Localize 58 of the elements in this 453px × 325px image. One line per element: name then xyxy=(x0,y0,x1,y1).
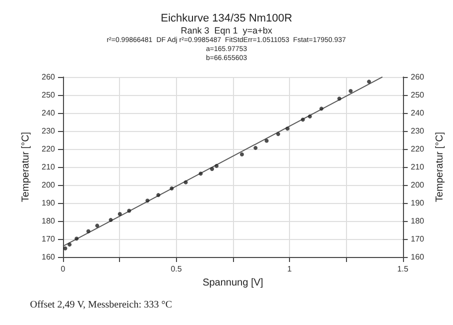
y-tick-label: 170 xyxy=(42,234,56,244)
y2-tick-label: 230 xyxy=(410,126,425,136)
chart-title: Eichkurve 134/35 Nm100R xyxy=(160,12,292,24)
point xyxy=(276,132,280,136)
point xyxy=(118,212,122,216)
y2-tick-label: 160 xyxy=(410,252,425,262)
y-tick-label: 180 xyxy=(42,216,56,226)
y-tick-label: 220 xyxy=(42,144,56,154)
point xyxy=(127,208,132,213)
point xyxy=(86,229,90,234)
point xyxy=(319,106,324,111)
point xyxy=(184,180,188,184)
y2-tick-label: 240 xyxy=(410,108,425,118)
x-tick-label: 0 xyxy=(60,264,66,274)
y-tick-label: 230 xyxy=(42,126,56,136)
y2-tick-label: 170 xyxy=(410,234,425,244)
y2-tick-label: 180 xyxy=(410,216,425,226)
y2-axis-title: Temperatur [°C] xyxy=(434,132,446,202)
point xyxy=(214,164,219,168)
y-tick-label: 210 xyxy=(42,162,56,172)
point xyxy=(145,198,150,203)
point xyxy=(348,89,353,94)
y-tick-label: 190 xyxy=(42,198,56,208)
point xyxy=(74,236,79,241)
y-tick-label: 260 xyxy=(42,72,56,82)
y2-tick-label: 260 xyxy=(410,72,425,82)
y2-tick-label: 190 xyxy=(410,198,425,208)
point xyxy=(367,80,372,84)
chart-subtitle: Rank 3 Eqn 1 y=a+bx xyxy=(180,26,273,36)
point xyxy=(170,186,174,190)
point xyxy=(198,172,203,176)
x-tick-label: 1 xyxy=(287,264,292,274)
y2-tick-label: 210 xyxy=(410,162,425,172)
point xyxy=(108,218,113,222)
point xyxy=(240,152,244,156)
x-tick-label: 1.5 xyxy=(397,264,409,274)
point xyxy=(308,114,312,118)
point xyxy=(68,242,72,247)
y2-tick-label: 200 xyxy=(410,180,425,190)
y-tick-label: 200 xyxy=(42,180,56,190)
x-tick-label: 0.5 xyxy=(170,264,182,274)
y-axis-title: Temperatur [°C] xyxy=(20,132,32,202)
y2-tick-label: 220 xyxy=(410,144,425,154)
y-tick-label: 240 xyxy=(42,108,56,118)
point xyxy=(264,138,269,143)
point xyxy=(63,246,68,250)
point xyxy=(254,146,258,150)
point xyxy=(95,224,100,228)
point xyxy=(210,166,214,171)
point xyxy=(156,193,160,198)
text: Offset 2,49 V, Messbereich: 333 °C xyxy=(30,300,172,310)
point xyxy=(300,118,305,122)
point xyxy=(337,96,342,101)
y-tick-label: 250 xyxy=(42,90,56,100)
y2-tick-label: 250 xyxy=(410,90,425,100)
x-axis-title: Spannung [V] xyxy=(202,277,264,288)
y-tick-label: 160 xyxy=(42,252,56,262)
point xyxy=(285,126,290,131)
